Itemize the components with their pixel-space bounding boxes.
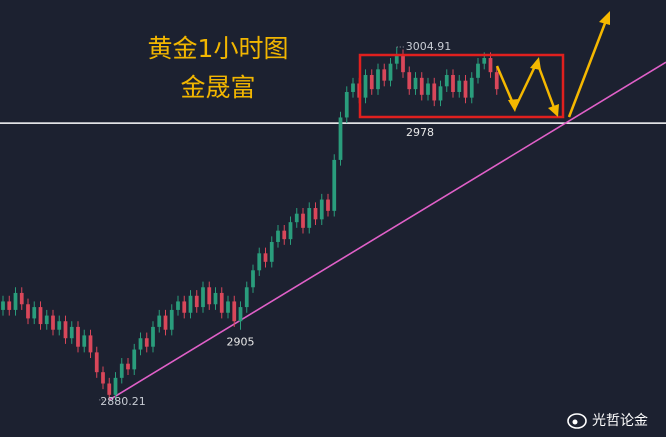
candle-body bbox=[257, 253, 262, 271]
candle-body bbox=[307, 208, 312, 228]
candle-body bbox=[338, 117, 343, 160]
candle-body bbox=[401, 55, 405, 73]
candle-body bbox=[7, 301, 12, 310]
candle-body bbox=[276, 230, 280, 242]
candle-body bbox=[32, 307, 37, 319]
candle-body bbox=[313, 208, 318, 220]
candle-body bbox=[369, 75, 374, 90]
candle-body bbox=[326, 199, 330, 211]
candle-body bbox=[119, 363, 124, 378]
candle-body bbox=[419, 77, 424, 95]
candle-body bbox=[69, 326, 74, 339]
candle-body bbox=[269, 241, 274, 262]
candle-body bbox=[57, 321, 62, 330]
candle-body bbox=[494, 72, 499, 90]
range-box bbox=[358, 53, 565, 119]
watermark: 光哲论金 bbox=[592, 413, 648, 429]
candle-body bbox=[463, 80, 468, 98]
candle-body bbox=[38, 307, 43, 325]
candle-body bbox=[426, 83, 430, 95]
candle-body bbox=[138, 338, 143, 350]
candle-body bbox=[107, 383, 112, 395]
candle-body bbox=[163, 315, 168, 330]
candle-body bbox=[13, 292, 18, 310]
candle-body bbox=[413, 77, 418, 90]
candle-body bbox=[176, 301, 180, 310]
candle-body bbox=[476, 63, 480, 78]
candle-body bbox=[444, 75, 449, 87]
candle-body bbox=[469, 77, 474, 98]
candle-body bbox=[282, 230, 287, 240]
candle-body bbox=[207, 287, 212, 305]
candle-body bbox=[94, 352, 99, 373]
price-annotation: 2905 bbox=[227, 336, 255, 349]
candle-body bbox=[26, 304, 30, 319]
candle-body bbox=[132, 349, 137, 370]
candle-body bbox=[388, 63, 393, 81]
candle-body bbox=[88, 335, 93, 353]
candle-body bbox=[319, 199, 324, 220]
candle-body bbox=[482, 58, 487, 64]
candle-body bbox=[213, 292, 218, 305]
candle-body bbox=[457, 80, 462, 92]
level-label: 2978 bbox=[406, 126, 434, 139]
candle-body bbox=[232, 301, 237, 322]
candle-body bbox=[238, 307, 243, 322]
candle-body bbox=[194, 295, 199, 308]
candle-body bbox=[144, 338, 149, 347]
candle-body bbox=[76, 326, 80, 347]
candle-body bbox=[488, 58, 493, 73]
trendline bbox=[108, 61, 666, 401]
candle-body bbox=[407, 72, 412, 90]
candle-body bbox=[188, 295, 193, 313]
candle-body bbox=[251, 270, 255, 288]
candle-body bbox=[451, 75, 455, 92]
watermark-icon bbox=[567, 413, 587, 429]
candle-body bbox=[226, 301, 230, 313]
candle-body bbox=[344, 91, 349, 118]
candle-body bbox=[288, 222, 293, 240]
candle-body bbox=[244, 287, 249, 308]
candle-body bbox=[294, 213, 299, 223]
candle-body bbox=[363, 75, 368, 98]
candle-body bbox=[219, 292, 224, 313]
candle-body bbox=[351, 83, 355, 92]
candle-body bbox=[376, 69, 380, 90]
candle-body bbox=[332, 159, 337, 211]
candle-body bbox=[169, 309, 174, 330]
price-annotation: 3004.91 bbox=[406, 40, 452, 53]
candle-body bbox=[51, 315, 55, 330]
candle-body bbox=[151, 326, 155, 347]
candle-body bbox=[1, 301, 5, 310]
chart-title: 黄金1小时图 bbox=[148, 34, 289, 63]
candle-body bbox=[126, 363, 130, 370]
candle-body bbox=[63, 321, 68, 339]
candle-body bbox=[438, 86, 443, 101]
candle-body bbox=[101, 372, 105, 384]
candle-body bbox=[432, 83, 437, 101]
candle-body bbox=[394, 55, 399, 64]
candle-body bbox=[382, 69, 387, 81]
arrow-heads bbox=[508, 11, 610, 117]
price-annotation: 2880.21 bbox=[100, 395, 146, 408]
candle-body bbox=[301, 213, 305, 228]
plot-area bbox=[0, 46, 666, 401]
chart-subtitle: 金晟富 bbox=[180, 73, 255, 102]
candle-body bbox=[201, 287, 205, 308]
candle-body bbox=[157, 315, 162, 327]
candle-body bbox=[113, 377, 118, 395]
candle-body bbox=[82, 335, 87, 347]
candle-body bbox=[182, 301, 187, 313]
candle-body bbox=[263, 253, 268, 262]
candle-body bbox=[19, 292, 24, 305]
candle-body bbox=[44, 315, 49, 325]
